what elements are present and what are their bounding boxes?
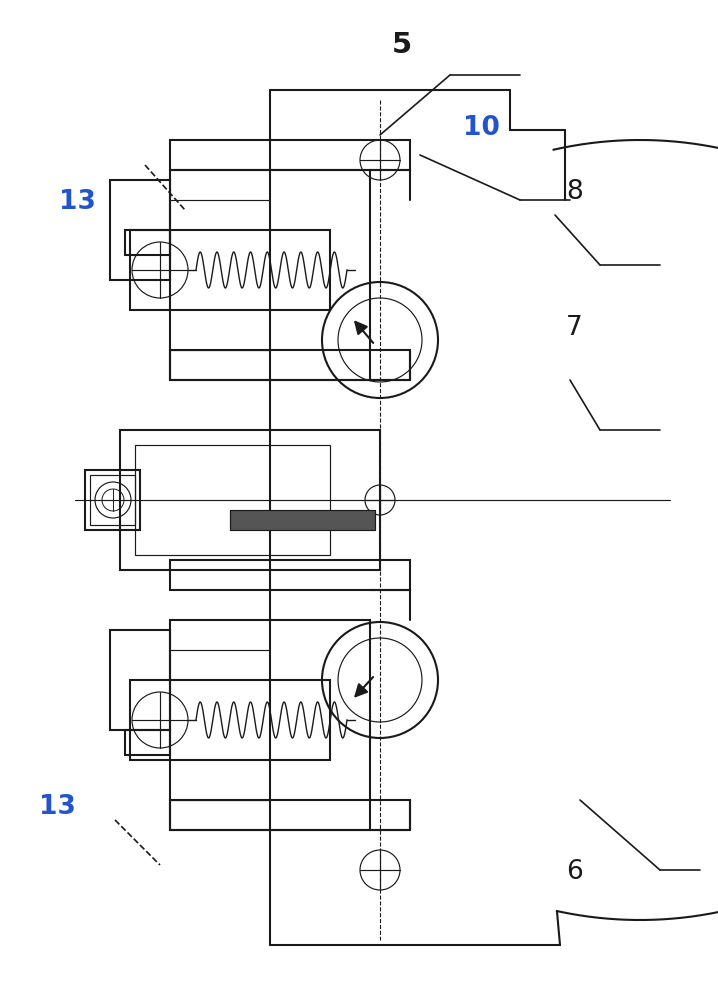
Bar xyxy=(170,350,410,380)
Text: 13: 13 xyxy=(39,794,76,820)
Bar xyxy=(120,430,380,570)
Bar xyxy=(170,620,370,830)
Bar xyxy=(85,470,140,530)
Bar xyxy=(125,230,170,255)
Text: 8: 8 xyxy=(566,179,583,205)
Text: 13: 13 xyxy=(59,189,96,215)
Text: 5: 5 xyxy=(392,31,412,59)
Text: 6: 6 xyxy=(566,859,583,885)
Bar xyxy=(110,180,170,280)
Bar xyxy=(230,510,375,530)
Text: 7: 7 xyxy=(566,315,583,341)
Bar xyxy=(130,230,330,310)
Bar xyxy=(170,140,410,170)
Bar xyxy=(130,680,330,760)
Bar xyxy=(170,170,370,380)
Bar xyxy=(135,445,330,555)
Bar xyxy=(230,510,375,530)
Bar xyxy=(90,475,135,525)
Bar xyxy=(125,730,170,755)
Bar xyxy=(170,800,410,830)
Bar xyxy=(170,560,410,590)
Text: 10: 10 xyxy=(462,115,500,141)
Bar xyxy=(110,630,170,730)
